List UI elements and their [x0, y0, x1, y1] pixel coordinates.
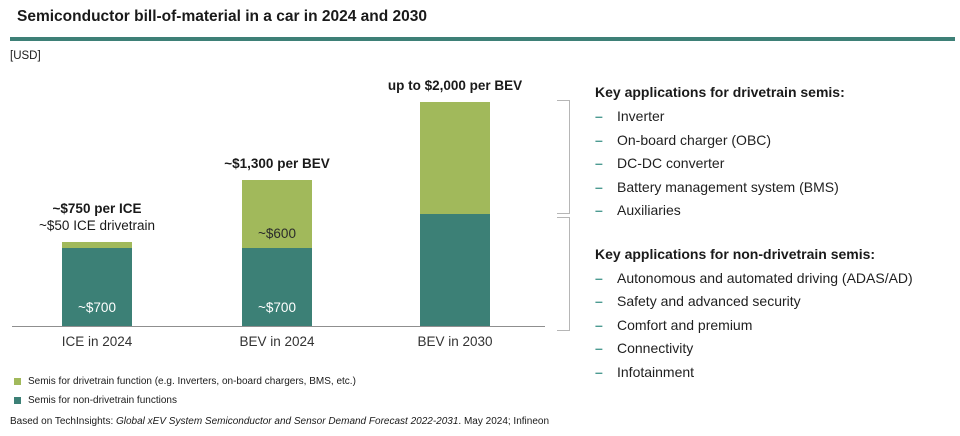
bar-segment-drivetrain: ~$600 [242, 180, 312, 248]
legend-swatch [14, 397, 21, 404]
application-list: – Inverter – On-board charger (OBC) – DC-DC c… [595, 105, 955, 223]
bar-segment-non-drivetrain: ~$700 [62, 247, 132, 326]
list-item-label: Comfort and premium [617, 316, 753, 333]
list-item: – On-board charger (OBC) [595, 129, 955, 153]
list-item: – Autonomous and automated driving (ADAS/… [595, 267, 955, 291]
unit-label: [USD] [10, 50, 41, 62]
source-note: Based on TechInsights: Global xEV System… [10, 416, 549, 427]
bar-total-value: ~$750 per ICE [52, 201, 142, 216]
legend-label: Semis for drivetrain function (e.g. Inve… [28, 376, 356, 387]
dash-bullet-icon: – [595, 316, 603, 333]
application-list: – Autonomous and automated driving (ADAS/… [595, 267, 955, 385]
list-item: – Infotainment [595, 361, 955, 385]
list-item: – Battery management system (BMS) [595, 176, 955, 200]
drivetrain-applications-section: Key applications for drivetrain semis: – I… [595, 83, 955, 223]
dash-bullet-icon: – [595, 108, 603, 124]
bar-total-label: up to $2,000 per BEV [345, 77, 565, 102]
x-axis-line [12, 326, 545, 327]
dash-bullet-icon: – [595, 340, 603, 356]
bar-segment-non-drivetrain [420, 214, 490, 326]
bar-total-value: up to $2,000 per BEV [387, 78, 523, 93]
key-applications-panel: Key applications for drivetrain semis: – I… [595, 83, 955, 384]
list-item-label: Battery management system (BMS) [617, 178, 839, 195]
legend-label: Semis for non-drivetrain functions [28, 395, 177, 406]
list-item: – Inverter [595, 105, 955, 129]
list-item: – Comfort and premium [595, 314, 955, 338]
list-item-label: Connectivity [617, 340, 694, 356]
bar-total-sublabel: ~$50 ICE drivetrain [39, 218, 155, 233]
dash-bullet-icon: – [595, 293, 603, 309]
category-label: BEV in 2024 [239, 334, 315, 349]
bar-segment-non-drivetrain: ~$700 [242, 247, 312, 326]
section-heading: Key applications for drivetrain semis: [595, 84, 845, 100]
legend-swatch [14, 378, 21, 385]
list-item-label: DC-DC converter [617, 155, 725, 171]
chart-legend: Semis for drivetrain function (e.g. Inve… [14, 372, 356, 410]
list-item-label: Infotainment [617, 363, 695, 380]
non-drivetrain-applications-section: Key applications for non-drivetrain semi… [595, 245, 955, 385]
list-item-label: Autonomous and automated driving (ADAS/A… [617, 269, 913, 286]
source-prefix: Based on TechInsights: [10, 416, 116, 427]
bar-total-label: ~$750 per ICE ~$50 ICE drivetrain [0, 200, 207, 242]
bar-total-value: ~$1,300 per BEV [224, 156, 330, 172]
bar-segment-drivetrain [420, 102, 490, 214]
list-item: – Auxiliaries [595, 199, 955, 223]
list-item-label: On-board charger (OBC) [617, 131, 772, 148]
dash-bullet-icon: – [595, 269, 603, 286]
legend-item-drivetrain: Semis for drivetrain function (e.g. Inve… [14, 372, 356, 391]
bar-segment-drivetrain [62, 242, 132, 248]
segment-value-label: ~$700 [78, 299, 116, 315]
category-label: BEV in 2030 [417, 334, 493, 349]
dash-bullet-icon: – [595, 131, 603, 148]
bar-total-label: ~$1,300 per BEV [167, 155, 387, 180]
source-report-title: Global xEV System Semiconductor and Sens… [116, 416, 459, 427]
list-item: – Connectivity [595, 337, 955, 361]
page-title: Semiconductor bill-of-material in a car … [17, 8, 428, 25]
list-item-label: Safety and advanced security [617, 293, 801, 309]
drivetrain-bracket [557, 100, 570, 214]
segment-value-label: ~$600 [258, 225, 296, 241]
section-heading: Key applications for non-drivetrain semi… [595, 245, 876, 262]
list-item: – Safety and advanced security [595, 290, 955, 314]
stacked-bar-chart: ~$700 ~$750 per ICE ~$50 ICE drivetrain ICE… [0, 78, 545, 349]
non-drivetrain-bracket [557, 217, 570, 331]
list-item: – DC-DC converter [595, 152, 955, 176]
legend-item-non-drivetrain: Semis for non-drivetrain functions [14, 391, 356, 410]
dash-bullet-icon: – [595, 155, 603, 171]
list-item-label: Auxiliaries [617, 202, 681, 218]
source-suffix: . May 2024; Infineon [458, 416, 550, 427]
segment-value-label: ~$700 [258, 299, 296, 315]
dash-bullet-icon: – [595, 363, 603, 380]
dash-bullet-icon: – [595, 202, 603, 218]
list-item-label: Inverter [617, 108, 665, 124]
category-label: ICE in 2024 [61, 334, 133, 349]
dash-bullet-icon: – [595, 178, 603, 195]
title-underline-rule [10, 37, 955, 41]
